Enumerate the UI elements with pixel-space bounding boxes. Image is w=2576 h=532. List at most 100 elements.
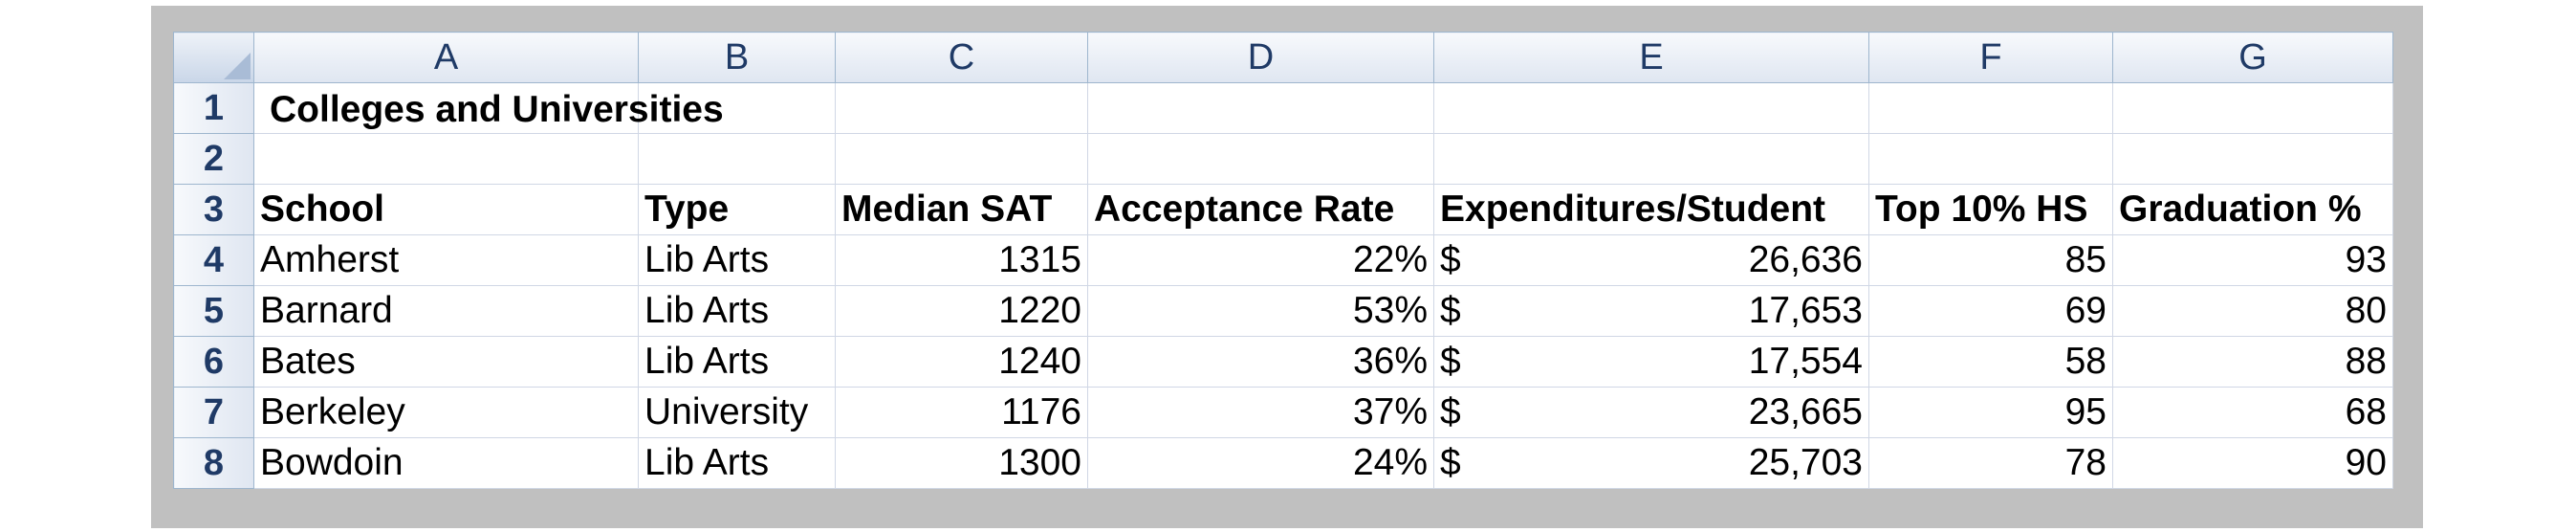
- sheet-row-1: 1 Colleges and Universities: [173, 82, 2393, 134]
- table-row: 4 Amherst Lib Arts 1315 22% $26,636 85 93: [173, 234, 2393, 286]
- cell-a2[interactable]: [253, 133, 639, 185]
- header-expenditures[interactable]: Expenditures/Student: [1433, 184, 1869, 235]
- row-header-2[interactable]: 2: [173, 133, 254, 185]
- currency-value: $26,636: [1440, 239, 1863, 281]
- cell-type[interactable]: University: [638, 387, 836, 438]
- cell-median-sat[interactable]: 1300: [835, 437, 1088, 489]
- cell-b1[interactable]: [638, 82, 836, 134]
- sheet-row-2: 2: [173, 133, 2393, 185]
- cell-top10[interactable]: 69: [1868, 285, 2113, 337]
- header-row: 3 School Type Median SAT Acceptance Rate…: [173, 184, 2393, 235]
- cell-graduation[interactable]: 88: [2112, 336, 2393, 388]
- cell-expenditures[interactable]: $23,665: [1433, 387, 1869, 438]
- cell-graduation[interactable]: 68: [2112, 387, 2393, 438]
- table-row: 8 Bowdoin Lib Arts 1300 24% $25,703 78 90: [173, 437, 2393, 489]
- row-header[interactable]: 6: [173, 336, 254, 388]
- cell-e1[interactable]: [1433, 82, 1869, 134]
- cell-f2[interactable]: [1868, 133, 2113, 185]
- header-top10[interactable]: Top 10% HS: [1868, 184, 2113, 235]
- header-acceptance-rate[interactable]: Acceptance Rate: [1087, 184, 1434, 235]
- header-type[interactable]: Type: [638, 184, 836, 235]
- currency-symbol: $: [1440, 442, 1461, 483]
- header-median-sat[interactable]: Median SAT: [835, 184, 1088, 235]
- column-header-e[interactable]: E: [1433, 32, 1869, 83]
- cell-graduation[interactable]: 80: [2112, 285, 2393, 337]
- column-header-c[interactable]: C: [835, 32, 1088, 83]
- header-graduation[interactable]: Graduation %: [2112, 184, 2393, 235]
- cell-top10[interactable]: 95: [1868, 387, 2113, 438]
- cell-school[interactable]: Amherst: [253, 234, 639, 286]
- column-header-b[interactable]: B: [638, 32, 836, 83]
- column-header-f[interactable]: F: [1868, 32, 2113, 83]
- column-header-row: A B C D E F G: [173, 32, 2393, 83]
- table-row: 6 Bates Lib Arts 1240 36% $17,554 58 88: [173, 336, 2393, 388]
- table-row: 5 Barnard Lib Arts 1220 53% $17,653 69 80: [173, 285, 2393, 337]
- cell-graduation[interactable]: 90: [2112, 437, 2393, 489]
- cell-acceptance-rate[interactable]: 53%: [1087, 285, 1434, 337]
- column-header-g[interactable]: G: [2112, 32, 2393, 83]
- currency-symbol: $: [1440, 239, 1461, 280]
- cell-type[interactable]: Lib Arts: [638, 336, 836, 388]
- currency-value: $25,703: [1440, 442, 1863, 484]
- spreadsheet-grid: A B C D E F G 1 Colleges and Universitie…: [173, 32, 2393, 489]
- row-header[interactable]: 5: [173, 285, 254, 337]
- currency-amount: 26,636: [1748, 239, 1863, 280]
- column-header-d[interactable]: D: [1087, 32, 1434, 83]
- currency-value: $17,554: [1440, 341, 1863, 383]
- cell-g2[interactable]: [2112, 133, 2393, 185]
- select-all-button[interactable]: [173, 32, 254, 83]
- row-header-1[interactable]: 1: [173, 82, 254, 134]
- cell-school[interactable]: Bowdoin: [253, 437, 639, 489]
- sheet-title: Colleges and Universities: [270, 89, 724, 130]
- cell-c2[interactable]: [835, 133, 1088, 185]
- cell-expenditures[interactable]: $26,636: [1433, 234, 1869, 286]
- cell-acceptance-rate[interactable]: 36%: [1087, 336, 1434, 388]
- cell-e2[interactable]: [1433, 133, 1869, 185]
- currency-amount: 25,703: [1748, 442, 1863, 483]
- row-header[interactable]: 8: [173, 437, 254, 489]
- row-header-3[interactable]: 3: [173, 184, 254, 235]
- cell-acceptance-rate[interactable]: 24%: [1087, 437, 1434, 489]
- cell-top10[interactable]: 78: [1868, 437, 2113, 489]
- column-header-a[interactable]: A: [253, 32, 639, 83]
- table-row: 7 Berkeley University 1176 37% $23,665 95 68: [173, 387, 2393, 438]
- currency-amount: 17,653: [1748, 290, 1863, 331]
- row-header[interactable]: 7: [173, 387, 254, 438]
- data-rows: 4 Amherst Lib Arts 1315 22% $26,636 85 93 5 Barna…: [173, 234, 2393, 489]
- currency-value: $23,665: [1440, 391, 1863, 433]
- cell-median-sat[interactable]: 1220: [835, 285, 1088, 337]
- cell-school[interactable]: Berkeley: [253, 387, 639, 438]
- cell-graduation[interactable]: 93: [2112, 234, 2393, 286]
- cell-expenditures[interactable]: $17,653: [1433, 285, 1869, 337]
- cell-acceptance-rate[interactable]: 22%: [1087, 234, 1434, 286]
- cell-b2[interactable]: [638, 133, 836, 185]
- cell-type[interactable]: Lib Arts: [638, 285, 836, 337]
- cell-expenditures[interactable]: $17,554: [1433, 336, 1869, 388]
- cell-top10[interactable]: 85: [1868, 234, 2113, 286]
- cell-d1[interactable]: [1087, 82, 1434, 134]
- cell-d2[interactable]: [1087, 133, 1434, 185]
- cell-median-sat[interactable]: 1315: [835, 234, 1088, 286]
- cell-c1[interactable]: [835, 82, 1088, 134]
- cell-expenditures[interactable]: $25,703: [1433, 437, 1869, 489]
- currency-symbol: $: [1440, 341, 1461, 382]
- cell-acceptance-rate[interactable]: 37%: [1087, 387, 1434, 438]
- currency-value: $17,653: [1440, 290, 1863, 332]
- currency-amount: 23,665: [1748, 391, 1863, 432]
- cell-type[interactable]: Lib Arts: [638, 234, 836, 286]
- row-header[interactable]: 4: [173, 234, 254, 286]
- currency-amount: 17,554: [1748, 341, 1863, 382]
- header-school[interactable]: School: [253, 184, 639, 235]
- cell-school[interactable]: Bates: [253, 336, 639, 388]
- cell-g1[interactable]: [2112, 82, 2393, 134]
- cell-median-sat[interactable]: 1176: [835, 387, 1088, 438]
- cell-school[interactable]: Barnard: [253, 285, 639, 337]
- cell-top10[interactable]: 58: [1868, 336, 2113, 388]
- cell-a1-title[interactable]: Colleges and Universities: [253, 82, 724, 134]
- cell-median-sat[interactable]: 1240: [835, 336, 1088, 388]
- cell-type[interactable]: Lib Arts: [638, 437, 836, 489]
- cell-f1[interactable]: [1868, 82, 2113, 134]
- select-all-icon: [224, 53, 251, 79]
- currency-symbol: $: [1440, 391, 1461, 432]
- currency-symbol: $: [1440, 290, 1461, 331]
